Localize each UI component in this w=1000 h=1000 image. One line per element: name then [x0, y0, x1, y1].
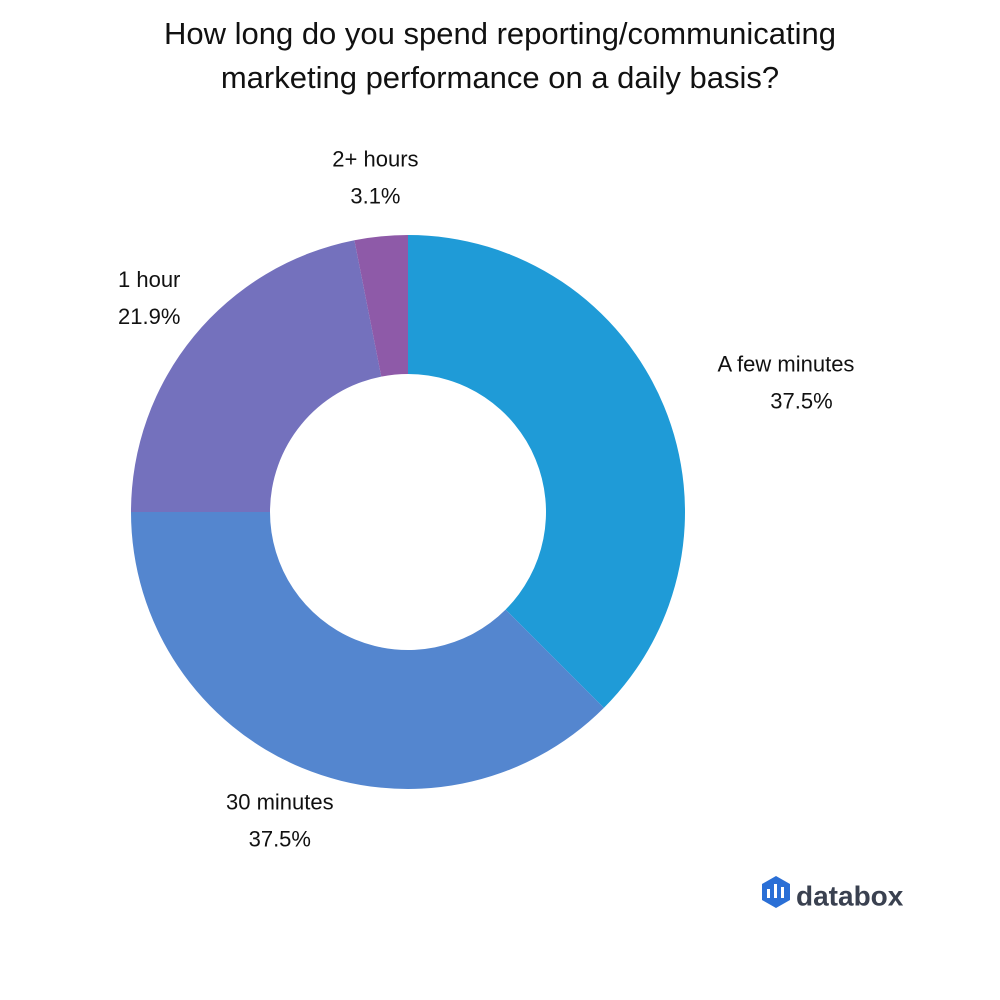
- slice-label: A few minutes: [717, 352, 854, 377]
- donut-slice: [131, 512, 604, 790]
- slice-label: 2+ hours: [332, 146, 418, 171]
- slice-value-label: 37.5%: [770, 389, 832, 414]
- slice-label: 1 hour: [118, 267, 180, 292]
- slice-value-label: 21.9%: [118, 304, 180, 329]
- chart-title: How long do you spend reporting/communic…: [163, 16, 837, 95]
- donut-slice: [354, 235, 408, 377]
- slice-value-label: 3.1%: [350, 183, 400, 208]
- donut-slice: [408, 235, 686, 708]
- slice-label: 30 minutes: [226, 789, 334, 814]
- brand-logo: [762, 876, 790, 908]
- donut-slice: [131, 240, 382, 513]
- brand-name: databox: [796, 880, 904, 911]
- slice-value-label: 37.5%: [249, 826, 311, 851]
